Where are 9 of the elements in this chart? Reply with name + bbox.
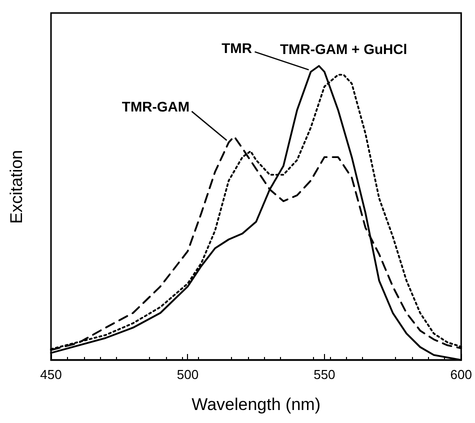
x-tick-label: 550	[314, 367, 336, 382]
x-axis-title: Wavelength (nm)	[192, 395, 320, 414]
text: TMR-GAM	[122, 98, 190, 114]
x-tick-label: 450	[40, 367, 62, 382]
x-tick-label: 600	[450, 367, 472, 382]
text: TMR	[222, 40, 252, 56]
x-tick-label: 500	[176, 367, 199, 382]
y-axis-title: Excitation	[7, 150, 26, 224]
series-label: TMR-GAM + GuHCl	[280, 40, 408, 57]
